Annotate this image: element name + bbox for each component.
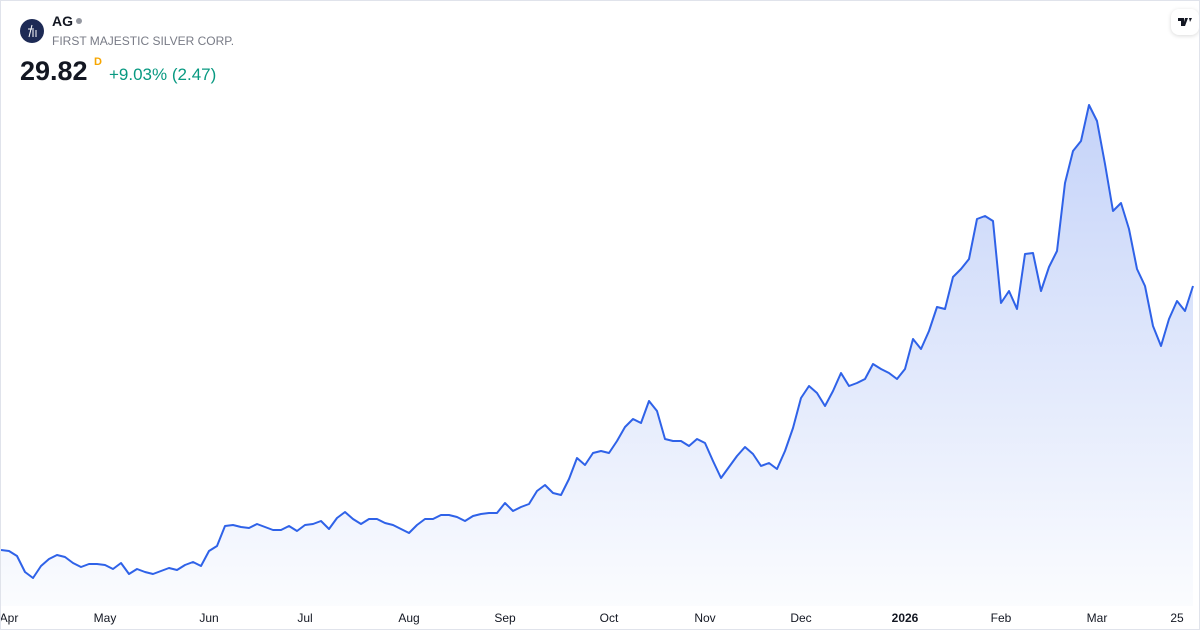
x-tick-label: Jul bbox=[297, 611, 312, 625]
x-tick-label: Nov bbox=[694, 611, 715, 625]
x-tick-label: May bbox=[94, 611, 117, 625]
price: 29.82 bbox=[20, 56, 88, 86]
status-dot bbox=[76, 18, 82, 24]
tradingview-logo[interactable] bbox=[1171, 9, 1199, 35]
symbol: AG bbox=[52, 13, 73, 29]
tv-icon bbox=[1178, 18, 1192, 26]
company-name: FIRST MAJESTIC SILVER CORP. bbox=[52, 34, 235, 48]
x-tick-label: Oct bbox=[600, 611, 619, 625]
interval: D bbox=[94, 56, 102, 68]
company-logo bbox=[20, 19, 44, 43]
x-tick-label: Jun bbox=[199, 611, 218, 625]
x-tick-label: Mar bbox=[1087, 611, 1108, 625]
x-tick-label: 25 bbox=[1170, 611, 1184, 625]
x-tick-label: Feb bbox=[991, 611, 1012, 625]
x-tick-label: Aug bbox=[398, 611, 419, 625]
price-line bbox=[1, 104, 1194, 579]
x-tick-label: Sep bbox=[494, 611, 516, 625]
x-tick-label: Apr bbox=[1, 611, 18, 625]
price-change: +9.03% (2.47) bbox=[109, 65, 217, 84]
logo-mark bbox=[28, 24, 37, 38]
x-tick-label: 2026 bbox=[892, 611, 919, 625]
area-fill bbox=[1, 105, 1193, 606]
x-tick-label: Dec bbox=[790, 611, 811, 625]
